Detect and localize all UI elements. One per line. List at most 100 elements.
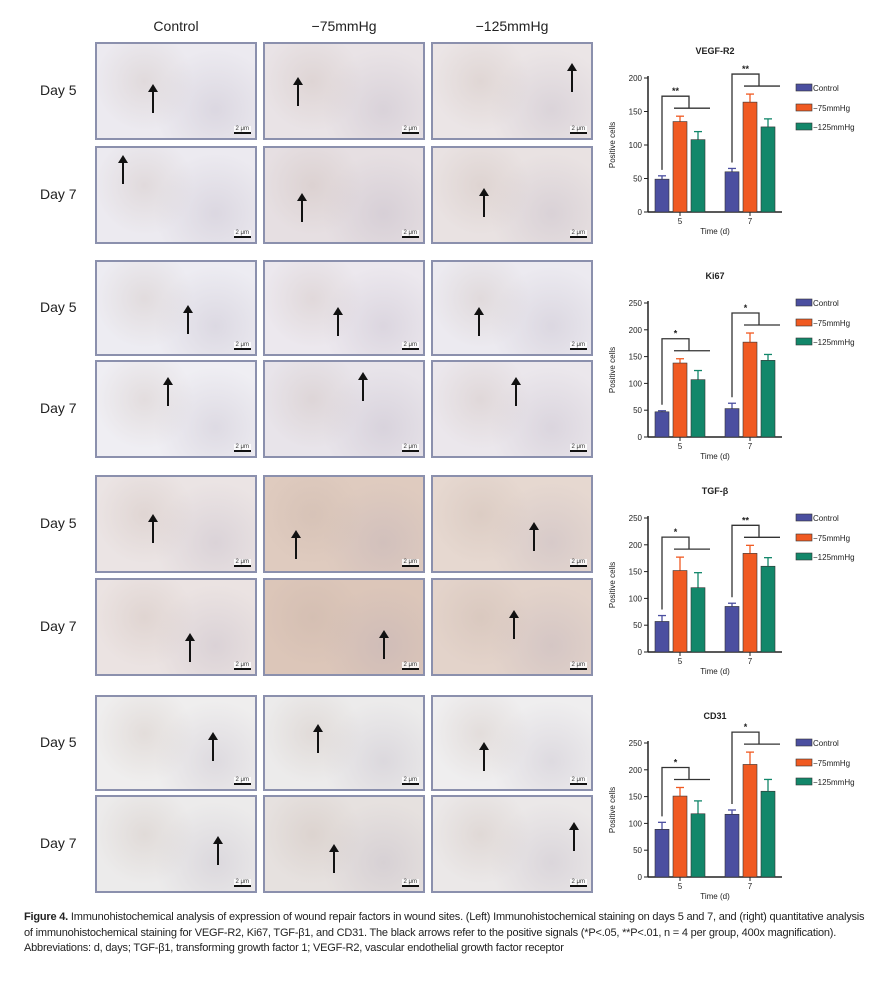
legend-swatch bbox=[795, 83, 813, 92]
legend-label: Control bbox=[813, 84, 839, 93]
y-tick-label: 100 bbox=[629, 141, 643, 150]
scale-bar: 2 μm bbox=[233, 342, 251, 350]
legend-label: −125mmHg bbox=[813, 123, 855, 132]
legend-label: −125mmHg bbox=[813, 778, 855, 787]
legend-label: Control bbox=[813, 739, 839, 748]
bar-chart: Ki67 Positive cells 0 50 100 150 200 250 5 * 7 * Tim… bbox=[608, 271, 855, 461]
y-tick-label: 150 bbox=[629, 353, 643, 362]
significance-marker: ** bbox=[742, 515, 750, 525]
bar bbox=[742, 341, 758, 438]
scale-bar: 2 μm bbox=[233, 879, 251, 887]
significance-marker: ** bbox=[672, 86, 680, 96]
micrograph-panel: 2 μm bbox=[431, 795, 593, 893]
bar bbox=[654, 828, 670, 878]
scale-bar: 2 μm bbox=[569, 662, 587, 670]
micrograph-panel: 2 μm bbox=[431, 146, 593, 244]
bar bbox=[760, 790, 776, 878]
scale-bar: 2 μm bbox=[569, 126, 587, 134]
arrow-up-icon bbox=[509, 610, 519, 639]
scale-bar: 2 μm bbox=[401, 879, 419, 887]
micrograph-panel: 2 μm bbox=[263, 42, 425, 140]
arrow-up-icon bbox=[163, 377, 173, 406]
significance-bracket bbox=[731, 524, 780, 598]
y-tick-label: 150 bbox=[629, 793, 643, 802]
legend-swatch bbox=[795, 552, 813, 561]
arrow-up-icon bbox=[333, 307, 343, 336]
y-tick-label: 50 bbox=[633, 621, 642, 630]
legend-label: −75mmHg bbox=[813, 534, 850, 543]
y-tick-label: 200 bbox=[629, 766, 643, 775]
bar bbox=[690, 139, 706, 213]
scale-bar: 2 μm bbox=[233, 777, 251, 785]
x-tick-label: 5 bbox=[678, 657, 683, 666]
bar bbox=[742, 553, 758, 653]
y-tick-label: 50 bbox=[633, 846, 642, 855]
scale-bar: 2 μm bbox=[233, 559, 251, 567]
scale-bar: 2 μm bbox=[233, 230, 251, 238]
scale-bar: 2 μm bbox=[233, 444, 251, 452]
bar bbox=[672, 570, 688, 653]
scale-bar: 2 μm bbox=[401, 230, 419, 238]
legend-swatch bbox=[795, 758, 813, 767]
scale-bar: 2 μm bbox=[233, 662, 251, 670]
day-label: Day 5 bbox=[40, 734, 77, 750]
bar bbox=[672, 121, 688, 213]
y-tick-label: 200 bbox=[629, 326, 643, 335]
legend-label: Control bbox=[813, 299, 839, 308]
bar bbox=[760, 126, 776, 213]
y-tick-label: 150 bbox=[629, 108, 643, 117]
arrow-up-icon bbox=[293, 77, 303, 106]
micrograph-panel: 2 μm bbox=[431, 475, 593, 573]
x-axis-label: Time (d) bbox=[700, 892, 730, 901]
y-tick-label: 200 bbox=[629, 74, 643, 83]
x-tick-label: 7 bbox=[748, 657, 753, 666]
y-axis-label: Positive cells bbox=[608, 122, 617, 168]
day-label: Day 7 bbox=[40, 186, 77, 202]
micrograph-panel: 2 μm bbox=[95, 42, 257, 140]
chart-title: VEGF-R2 bbox=[695, 46, 734, 56]
day-label: Day 5 bbox=[40, 82, 77, 98]
scale-bar: 2 μm bbox=[569, 444, 587, 452]
legend-swatch bbox=[795, 122, 813, 131]
arrow-up-icon bbox=[185, 633, 195, 662]
scale-bar: 2 μm bbox=[569, 342, 587, 350]
legend-swatch bbox=[795, 103, 813, 112]
y-tick-label: 0 bbox=[638, 433, 643, 442]
y-tick-label: 250 bbox=[629, 739, 643, 748]
micrograph-panel: 2 μm bbox=[263, 146, 425, 244]
legend-label: −75mmHg bbox=[813, 104, 850, 113]
legend-swatch bbox=[795, 533, 813, 542]
legend-swatch bbox=[795, 738, 813, 747]
arrow-up-icon bbox=[479, 188, 489, 217]
x-tick-label: 7 bbox=[748, 217, 753, 226]
y-tick-label: 250 bbox=[629, 299, 643, 308]
scale-bar: 2 μm bbox=[569, 230, 587, 238]
bar bbox=[724, 606, 740, 653]
arrow-up-icon bbox=[479, 742, 489, 771]
micrograph-panel: 2 μm bbox=[263, 695, 425, 791]
bar bbox=[724, 171, 740, 213]
bar bbox=[672, 795, 688, 878]
y-tick-label: 0 bbox=[638, 648, 643, 657]
y-tick-label: 100 bbox=[629, 819, 643, 828]
micrograph-panel: 2 μm bbox=[95, 795, 257, 893]
x-axis-label: Time (d) bbox=[700, 227, 730, 236]
micrograph-panel: 2 μm bbox=[263, 260, 425, 356]
x-tick-label: 5 bbox=[678, 217, 683, 226]
arrow-up-icon bbox=[118, 155, 128, 184]
legend-swatch bbox=[795, 513, 813, 522]
bar bbox=[690, 813, 706, 878]
chart-title: CD31 bbox=[703, 711, 726, 721]
legend-swatch bbox=[795, 318, 813, 327]
micrograph-panel: 2 μm bbox=[263, 475, 425, 573]
micrograph-panel: 2 μm bbox=[431, 695, 593, 791]
column-header-control: Control bbox=[153, 18, 199, 34]
arrow-up-icon bbox=[511, 377, 521, 406]
bar bbox=[742, 764, 758, 878]
micrograph-panel: 2 μm bbox=[431, 578, 593, 676]
x-tick-label: 7 bbox=[748, 442, 753, 451]
bar-chart: CD31 Positive cells 0 50 100 150 200 250 5 * 7 * Tim… bbox=[608, 711, 855, 901]
significance-bracket bbox=[661, 95, 710, 170]
chart-title: Ki67 bbox=[705, 271, 724, 281]
day-label: Day 5 bbox=[40, 515, 77, 531]
